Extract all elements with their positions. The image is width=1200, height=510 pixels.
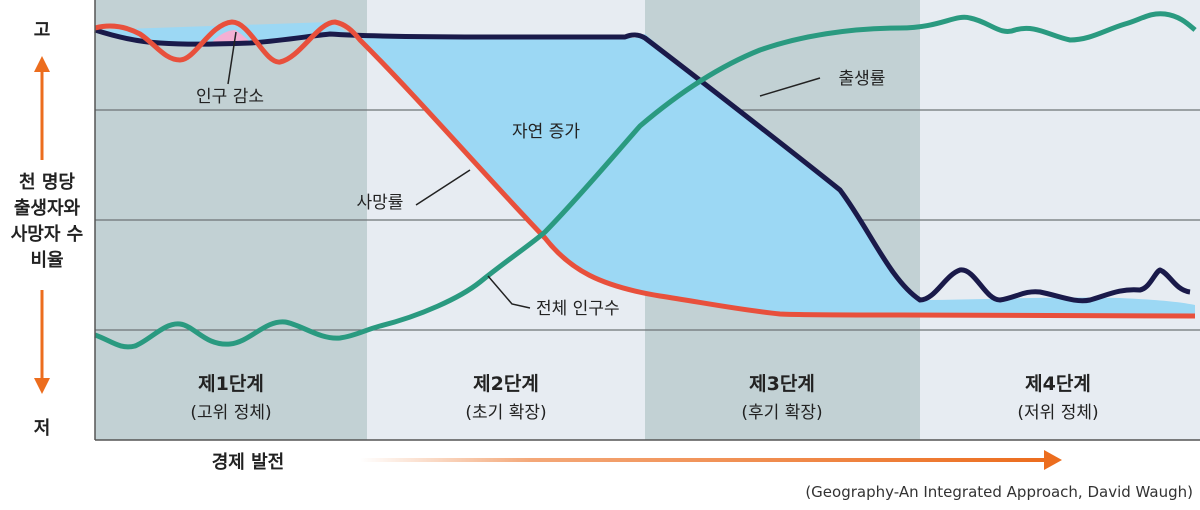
- stage-1-title: 제1단계: [198, 373, 264, 395]
- death-rate-leader-line: [415, 169, 471, 206]
- stage-1-subtitle: (고위 정체): [190, 403, 271, 423]
- death-rate-label: 사망률: [357, 193, 404, 213]
- stage-2-title: 제2단계: [473, 373, 539, 395]
- x-axis-label: 경제 발전: [212, 452, 285, 473]
- y-axis-low-label: 저: [34, 418, 51, 439]
- leader-lines: [227, 31, 821, 309]
- y-axis-down-arrowhead: [34, 378, 50, 394]
- y-axis-down-arrow: [34, 290, 50, 394]
- source-citation: (Geography-An Integrated Approach, David…: [805, 483, 1193, 501]
- y-axis-high-label: 고: [34, 20, 51, 41]
- decrease-label: 인구 감소: [196, 87, 264, 107]
- birth-rate-leader-line: [759, 77, 821, 97]
- y-axis-label-line-1: 천 명당: [19, 172, 75, 193]
- y-axis-up-arrowhead: [34, 56, 50, 72]
- population-decrease-area: [212, 30, 252, 44]
- stage-4-title: 제4단계: [1025, 373, 1091, 395]
- birth-rate-curve: [94, 27, 1191, 304]
- population-leader-line: [487, 275, 531, 309]
- y-axis-label-line-3: 사망자 수: [11, 224, 84, 245]
- stage-4-subtitle: (저위 정체): [1017, 403, 1098, 423]
- decrease-leader-line: [227, 31, 237, 85]
- natural-increase-label: 자연 증가: [512, 122, 580, 142]
- stage-3-subtitle: (후기 확장): [741, 403, 822, 423]
- total-population-curve: [94, 11, 1197, 350]
- y-axis-label-line-4: 비율: [30, 250, 63, 271]
- x-axis-arrow-shaft: [360, 458, 1046, 462]
- total-population-label: 전체 인구수: [536, 299, 620, 319]
- stage-2-subtitle: (초기 확장): [465, 403, 546, 423]
- y-axis-label-line-2: 출생자와: [14, 198, 81, 219]
- stage-3-title: 제3단계: [749, 373, 815, 395]
- y-axis-up-arrow: [34, 56, 50, 160]
- x-axis-arrowhead: [1044, 450, 1062, 470]
- birth-rate-label: 출생률: [839, 69, 886, 89]
- death-rate-curve: [94, 19, 1196, 319]
- natural-increase-area: [95, 22, 1195, 316]
- x-axis-arrow: [360, 450, 1062, 470]
